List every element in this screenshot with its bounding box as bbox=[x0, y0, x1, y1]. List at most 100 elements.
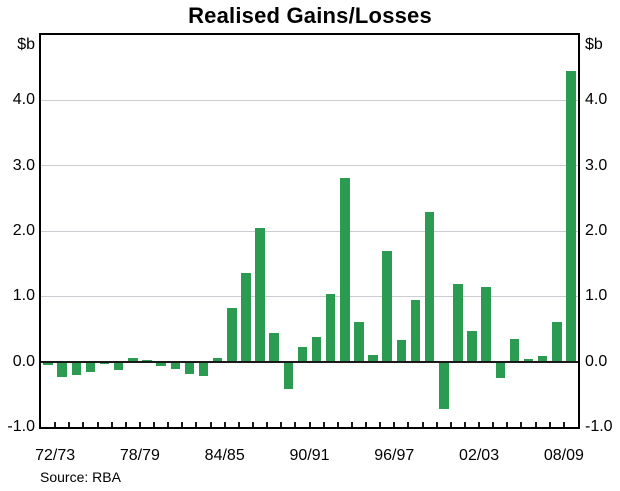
x-axis-tick bbox=[393, 422, 396, 427]
x-axis-tick bbox=[478, 422, 481, 427]
bar-84/85 bbox=[227, 308, 237, 362]
x-axis-tick bbox=[167, 422, 170, 427]
bar-83/84 bbox=[212, 358, 223, 362]
x-axis-label-84/85: 84/85 bbox=[204, 447, 245, 464]
bar-73/74 bbox=[71, 362, 82, 376]
x-axis-tick bbox=[506, 422, 509, 427]
x-axis-tick bbox=[548, 422, 551, 427]
x-axis-label-08/09: 08/09 bbox=[543, 447, 584, 464]
chart-title: Realised Gains/Losses bbox=[188, 3, 432, 28]
y-axis-unit-left: $b bbox=[17, 36, 35, 53]
x-axis-label-78/79: 78/79 bbox=[119, 447, 160, 464]
x-axis-tick bbox=[96, 422, 99, 427]
x-axis-tick bbox=[449, 422, 452, 427]
plot-area bbox=[39, 33, 580, 429]
x-axis-tick bbox=[534, 422, 537, 427]
gridline-4 bbox=[41, 99, 578, 101]
x-axis-tick bbox=[562, 422, 565, 427]
bar-92/93 bbox=[340, 178, 350, 362]
x-axis-tick bbox=[223, 422, 226, 427]
x-axis-label-96/97: 96/97 bbox=[374, 447, 415, 464]
x-axis-tick bbox=[336, 422, 339, 427]
x-axis-tick bbox=[54, 422, 57, 427]
bar-74/75 bbox=[85, 362, 96, 373]
y-axis-label-right--1.0: -1.0 bbox=[585, 418, 613, 435]
x-axis-tick bbox=[209, 422, 212, 427]
y-axis-label-left--1.0: -1.0 bbox=[7, 418, 35, 435]
gridline-3 bbox=[41, 165, 578, 167]
bar-79/80 bbox=[156, 362, 166, 366]
bar-72/73 bbox=[57, 362, 67, 378]
x-axis-tick bbox=[266, 422, 269, 427]
bar-05/06 bbox=[523, 359, 534, 362]
x-axis-tick bbox=[492, 422, 495, 427]
y-axis-label-left-1.0: 1.0 bbox=[12, 287, 35, 305]
x-axis-tick bbox=[251, 422, 254, 427]
bar-93/94 bbox=[354, 321, 364, 362]
bar-71/72 bbox=[43, 362, 53, 365]
x-axis-tick bbox=[463, 422, 466, 427]
y-axis-label-right-3.0: 3.0 bbox=[585, 156, 608, 174]
y-axis-label-right-4.0: 4.0 bbox=[585, 91, 608, 109]
x-axis-tick bbox=[153, 422, 156, 427]
bar-87/88 bbox=[269, 332, 279, 362]
x-axis-tick bbox=[294, 422, 297, 427]
x-axis-tick bbox=[421, 422, 424, 427]
bar-02/03 bbox=[481, 287, 491, 362]
x-axis-tick bbox=[237, 422, 240, 427]
y-axis-label-left-4.0: 4.0 bbox=[12, 91, 35, 109]
bar-85/86 bbox=[241, 272, 251, 362]
y-axis-label-right-0.0: 0.0 bbox=[585, 352, 608, 370]
x-axis-label-02/03: 02/03 bbox=[459, 447, 500, 464]
bar-01/02 bbox=[467, 330, 477, 362]
x-axis-tick bbox=[195, 422, 198, 427]
y-axis-label-right-2.0: 2.0 bbox=[585, 222, 608, 239]
x-axis-tick bbox=[322, 422, 325, 427]
y-axis-label-left-2.0: 2.0 bbox=[12, 222, 35, 239]
zero-axis-line bbox=[41, 360, 578, 363]
x-axis-tick bbox=[435, 422, 438, 427]
bar-98/99 bbox=[424, 212, 435, 362]
x-axis-label-90/91: 90/91 bbox=[289, 447, 330, 464]
x-axis-tick bbox=[350, 422, 353, 427]
bar-82/83 bbox=[198, 362, 209, 377]
bar-91/92 bbox=[325, 294, 336, 362]
x-axis-tick bbox=[68, 422, 71, 427]
bar-80/81 bbox=[170, 362, 180, 370]
bar-97/98 bbox=[410, 300, 421, 362]
source-note: Source: RBA bbox=[40, 469, 121, 485]
bar-77/78 bbox=[128, 358, 138, 362]
bar-08/09 bbox=[566, 70, 576, 362]
bar-81/82 bbox=[184, 362, 195, 374]
y-axis-label-left-3.0: 3.0 bbox=[12, 156, 35, 174]
bar-90/91 bbox=[311, 337, 322, 362]
bar-04/05 bbox=[509, 339, 520, 362]
bar-99/00 bbox=[439, 362, 449, 410]
gridline-2 bbox=[41, 230, 578, 232]
bar-88/89 bbox=[283, 362, 294, 390]
x-axis-tick bbox=[110, 422, 113, 427]
bar-07/08 bbox=[552, 322, 562, 362]
x-axis-tick bbox=[365, 422, 368, 427]
x-axis-tick bbox=[124, 422, 127, 427]
bar-03/04 bbox=[495, 362, 506, 378]
bar-96/97 bbox=[396, 340, 407, 362]
x-axis-tick bbox=[181, 422, 184, 427]
x-axis-tick bbox=[138, 422, 141, 427]
x-axis-tick bbox=[407, 422, 410, 427]
bar-06/07 bbox=[537, 355, 548, 362]
gridline-1 bbox=[41, 295, 578, 297]
y-axis-label-right-1.0: 1.0 bbox=[585, 287, 608, 305]
x-axis-tick bbox=[82, 422, 85, 427]
bar-94/95 bbox=[368, 355, 378, 362]
bar-89/90 bbox=[297, 347, 308, 362]
bar-86/87 bbox=[255, 227, 265, 362]
x-axis-tick bbox=[280, 422, 283, 427]
x-axis-tick bbox=[379, 422, 382, 427]
bar-95/96 bbox=[382, 250, 392, 362]
x-axis-tick bbox=[520, 422, 523, 427]
bar-76/77 bbox=[113, 362, 124, 371]
bar-75/76 bbox=[99, 362, 110, 364]
bar-00/01 bbox=[453, 283, 463, 362]
